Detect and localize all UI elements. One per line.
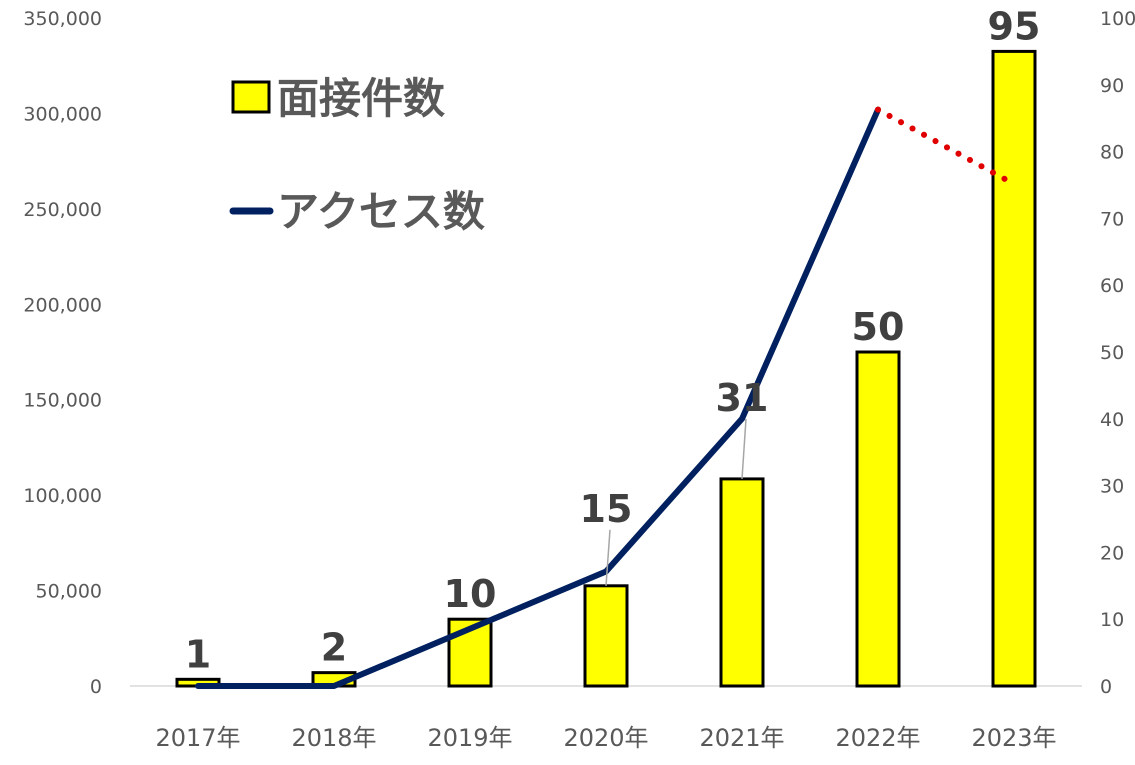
y-right-tick-label: 100 bbox=[1100, 8, 1135, 30]
y-right-tick-label: 60 bbox=[1100, 275, 1124, 297]
y-right-tick-label: 70 bbox=[1100, 208, 1124, 230]
legend-label-bar: 面接件数 bbox=[277, 74, 445, 123]
bar bbox=[857, 352, 899, 686]
y-right-tick-label: 90 bbox=[1100, 75, 1124, 97]
bar bbox=[721, 479, 763, 686]
y-right-tick-label: 0 bbox=[1100, 676, 1112, 698]
data-label-leader bbox=[606, 530, 610, 586]
y-right-tick-label: 50 bbox=[1100, 342, 1124, 364]
legend-label-line: アクセス数 bbox=[277, 187, 485, 236]
y-left-tick-label: 150,000 bbox=[23, 390, 102, 412]
y-right-tick-label: 80 bbox=[1100, 142, 1124, 164]
bar-data-label: 1 bbox=[185, 632, 211, 676]
bar bbox=[585, 586, 627, 686]
y-left-tick-label: 100,000 bbox=[23, 485, 102, 507]
y-right-tick-label: 40 bbox=[1100, 409, 1124, 431]
y-right-tick-label: 30 bbox=[1100, 476, 1124, 498]
y-right-tick-label: 20 bbox=[1100, 542, 1124, 564]
y-left-tick-label: 250,000 bbox=[23, 199, 102, 221]
y-right-tick-label: 10 bbox=[1100, 609, 1124, 631]
x-tick-label: 2020年 bbox=[563, 724, 648, 752]
x-tick-label: 2019年 bbox=[427, 724, 512, 752]
bar-data-label: 2 bbox=[321, 626, 347, 670]
y-left-tick-label: 300,000 bbox=[23, 103, 102, 125]
bar-data-label: 50 bbox=[852, 305, 905, 349]
y-left-tick-label: 50,000 bbox=[36, 581, 102, 603]
y-left-tick-label: 200,000 bbox=[23, 294, 102, 316]
bar bbox=[993, 51, 1035, 686]
bar-data-label: 10 bbox=[444, 572, 497, 616]
bar-data-label: 95 bbox=[988, 4, 1041, 48]
x-tick-label: 2017年 bbox=[155, 724, 240, 752]
x-tick-label: 2021年 bbox=[699, 724, 784, 752]
x-tick-label: 2023年 bbox=[971, 724, 1056, 752]
y-left-tick-label: 350,000 bbox=[23, 8, 102, 30]
legend-swatch-bar bbox=[233, 82, 269, 112]
x-tick-label: 2018年 bbox=[291, 724, 376, 752]
y-left-tick-label: 0 bbox=[90, 676, 102, 698]
bar-data-label: 31 bbox=[716, 376, 769, 420]
x-tick-label: 2022年 bbox=[835, 724, 920, 752]
bar-data-label: 15 bbox=[580, 487, 633, 531]
data-label-leader bbox=[742, 419, 746, 479]
